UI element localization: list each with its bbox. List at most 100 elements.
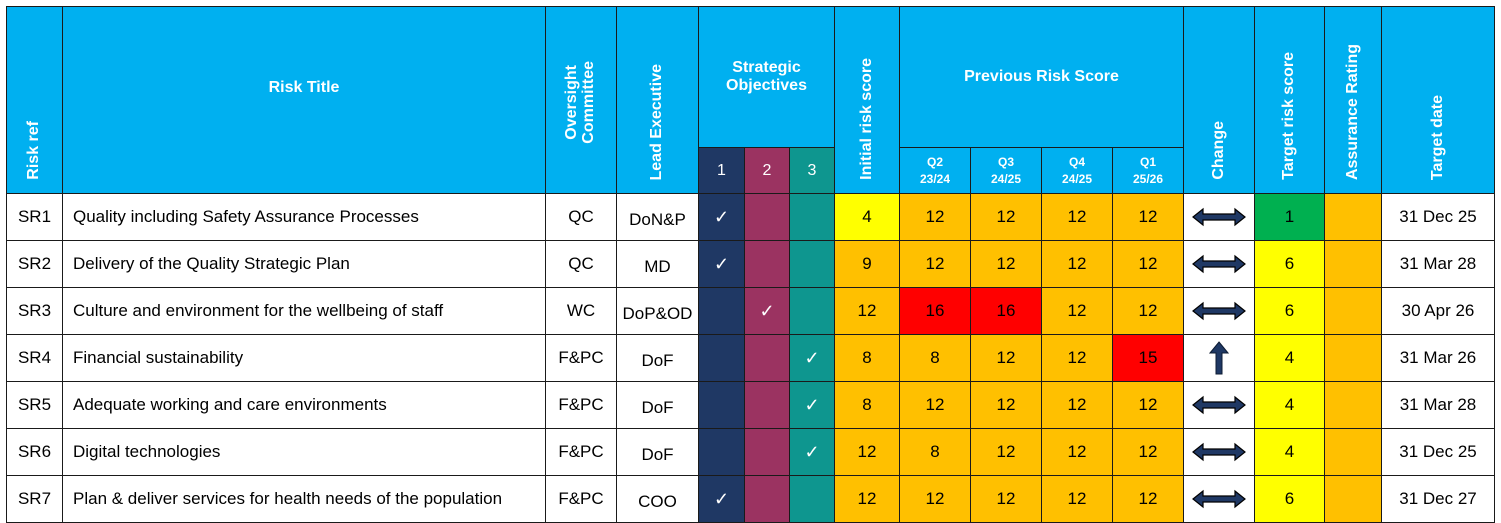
assurance-rating — [1324, 287, 1382, 335]
header-risk-ref: Risk ref — [6, 6, 63, 194]
risk-ref: SR5 — [6, 381, 63, 429]
oversight-committee: F&PC — [545, 381, 617, 429]
table-row: SR4 Financial sustainability F&PC DoF ✓ 8 8 12 1… — [6, 334, 1495, 382]
objective-2-cell: ✓ — [744, 287, 790, 335]
previous-risk-score: 12 — [970, 381, 1042, 429]
previous-risk-score: 8 — [899, 334, 971, 382]
oversight-committee: F&PC — [545, 475, 617, 523]
change-cell — [1183, 193, 1255, 241]
quarter-label: Q3 — [997, 155, 1014, 170]
target-risk-score: 4 — [1254, 381, 1325, 429]
risk-title: Delivery of the Quality Strategic Plan — [62, 240, 546, 288]
quarter-label: Q2 — [926, 155, 943, 170]
objective-2-cell — [744, 193, 790, 241]
previous-risk-score: 12 — [1112, 475, 1184, 523]
objective-3-cell — [789, 475, 835, 523]
table-row: SR5 Adequate working and care environment… — [6, 381, 1495, 429]
oversight-committee: WC — [545, 287, 617, 335]
target-date: 31 Dec 27 — [1381, 475, 1495, 523]
previous-risk-score: 12 — [1112, 193, 1184, 241]
initial-risk-score: 8 — [834, 381, 900, 429]
objective-header-2: 2 — [744, 147, 790, 194]
target-date: 31 Mar 28 — [1381, 240, 1495, 288]
header-risk-title: Risk Title — [62, 6, 546, 194]
header-change: Change — [1183, 6, 1255, 194]
target-date: 31 Dec 25 — [1381, 193, 1495, 241]
previous-risk-score: 8 — [899, 428, 971, 476]
objective-1-cell — [698, 334, 745, 382]
target-date: 31 Mar 26 — [1381, 334, 1495, 382]
objective-3-cell — [789, 287, 835, 335]
double-arrow-icon — [1192, 443, 1246, 462]
previous-risk-score: 12 — [970, 334, 1042, 382]
assurance-rating — [1324, 381, 1382, 429]
objective-2-cell — [744, 334, 790, 382]
target-risk-score: 6 — [1254, 475, 1325, 523]
quarter-label: Q4 — [1068, 155, 1085, 170]
double-arrow-icon — [1192, 255, 1246, 274]
target-date: 30 Apr 26 — [1381, 287, 1495, 335]
quarter-header-1: Q2 23/24 — [899, 147, 971, 194]
objective-3-cell: ✓ — [789, 428, 835, 476]
tick-icon: ✓ — [713, 206, 730, 227]
tick-icon: ✓ — [804, 441, 820, 462]
previous-risk-score: 12 — [1041, 193, 1113, 241]
initial-risk-score: 12 — [834, 428, 900, 476]
header-target-date: Target date — [1381, 6, 1495, 194]
initial-risk-score: 8 — [834, 334, 900, 382]
objective-1-cell: ✓ — [698, 240, 745, 288]
change-cell — [1183, 240, 1255, 288]
lead-executive: COO — [616, 475, 699, 523]
previous-risk-score: 12 — [1041, 381, 1113, 429]
assurance-rating — [1324, 334, 1382, 382]
double-arrow-icon — [1192, 302, 1246, 321]
objective-1-cell — [698, 287, 745, 335]
objective-3-cell — [789, 240, 835, 288]
previous-risk-score: 12 — [1041, 475, 1113, 523]
risk-ref: SR2 — [6, 240, 63, 288]
risk-ref: SR4 — [6, 334, 63, 382]
objective-2-cell — [744, 475, 790, 523]
risk-ref: SR6 — [6, 428, 63, 476]
change-cell — [1183, 334, 1255, 382]
quarter-header-4: Q1 25/26 — [1112, 147, 1184, 194]
objective-1-cell — [698, 428, 745, 476]
header-assurance-rating: Assurance Rating — [1324, 6, 1382, 194]
previous-risk-score: 12 — [970, 475, 1042, 523]
target-risk-score: 6 — [1254, 287, 1325, 335]
objective-1-cell: ✓ — [698, 193, 745, 241]
assurance-rating — [1324, 428, 1382, 476]
risk-ref: SR3 — [6, 287, 63, 335]
quarter-header-3: Q4 24/25 — [1041, 147, 1113, 194]
change-cell — [1183, 475, 1255, 523]
initial-risk-score: 9 — [834, 240, 900, 288]
header-oversight-committee: Oversight Committee — [545, 6, 617, 194]
risk-ref: SR7 — [6, 475, 63, 523]
previous-risk-score: 12 — [1112, 287, 1184, 335]
lead-executive: DoF — [616, 381, 699, 429]
previous-risk-score: 15 — [1112, 334, 1184, 382]
objective-2-cell — [744, 381, 790, 429]
quarter-year: 23/24 — [919, 171, 951, 186]
previous-risk-score: 12 — [1112, 428, 1184, 476]
previous-risk-score: 12 — [1041, 334, 1113, 382]
risk-title: Digital technologies — [62, 428, 546, 476]
change-cell — [1183, 428, 1255, 476]
objective-header-3: 3 — [789, 147, 835, 194]
header-initial-risk-score: Initial risk score — [834, 6, 900, 194]
tick-icon: ✓ — [804, 347, 820, 368]
risk-ref: SR1 — [6, 193, 63, 241]
change-cell — [1183, 287, 1255, 335]
oversight-committee: QC — [545, 193, 617, 241]
risk-title: Plan & deliver services for health needs… — [62, 475, 546, 523]
initial-risk-score: 12 — [834, 287, 900, 335]
change-cell — [1183, 381, 1255, 429]
up-arrow-icon — [1209, 341, 1229, 375]
risk-title: Financial sustainability — [62, 334, 546, 382]
oversight-committee: F&PC — [545, 428, 617, 476]
header-lead-executive: Lead Executive — [616, 6, 699, 194]
lead-executive: DoF — [616, 334, 699, 382]
previous-risk-score: 12 — [1112, 381, 1184, 429]
double-arrow-icon — [1192, 490, 1246, 509]
table-row: SR1 Quality including Safety Assurance Pr… — [6, 193, 1495, 241]
